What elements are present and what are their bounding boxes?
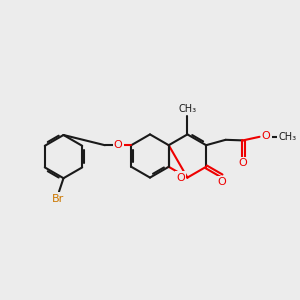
Text: Br: Br (52, 194, 64, 204)
Text: O: O (262, 131, 271, 141)
Text: O: O (217, 177, 226, 188)
Text: O: O (238, 158, 247, 169)
Text: O: O (114, 140, 122, 150)
Text: O: O (176, 172, 185, 183)
Text: CH₃: CH₃ (178, 104, 196, 114)
Text: CH₃: CH₃ (278, 132, 296, 142)
